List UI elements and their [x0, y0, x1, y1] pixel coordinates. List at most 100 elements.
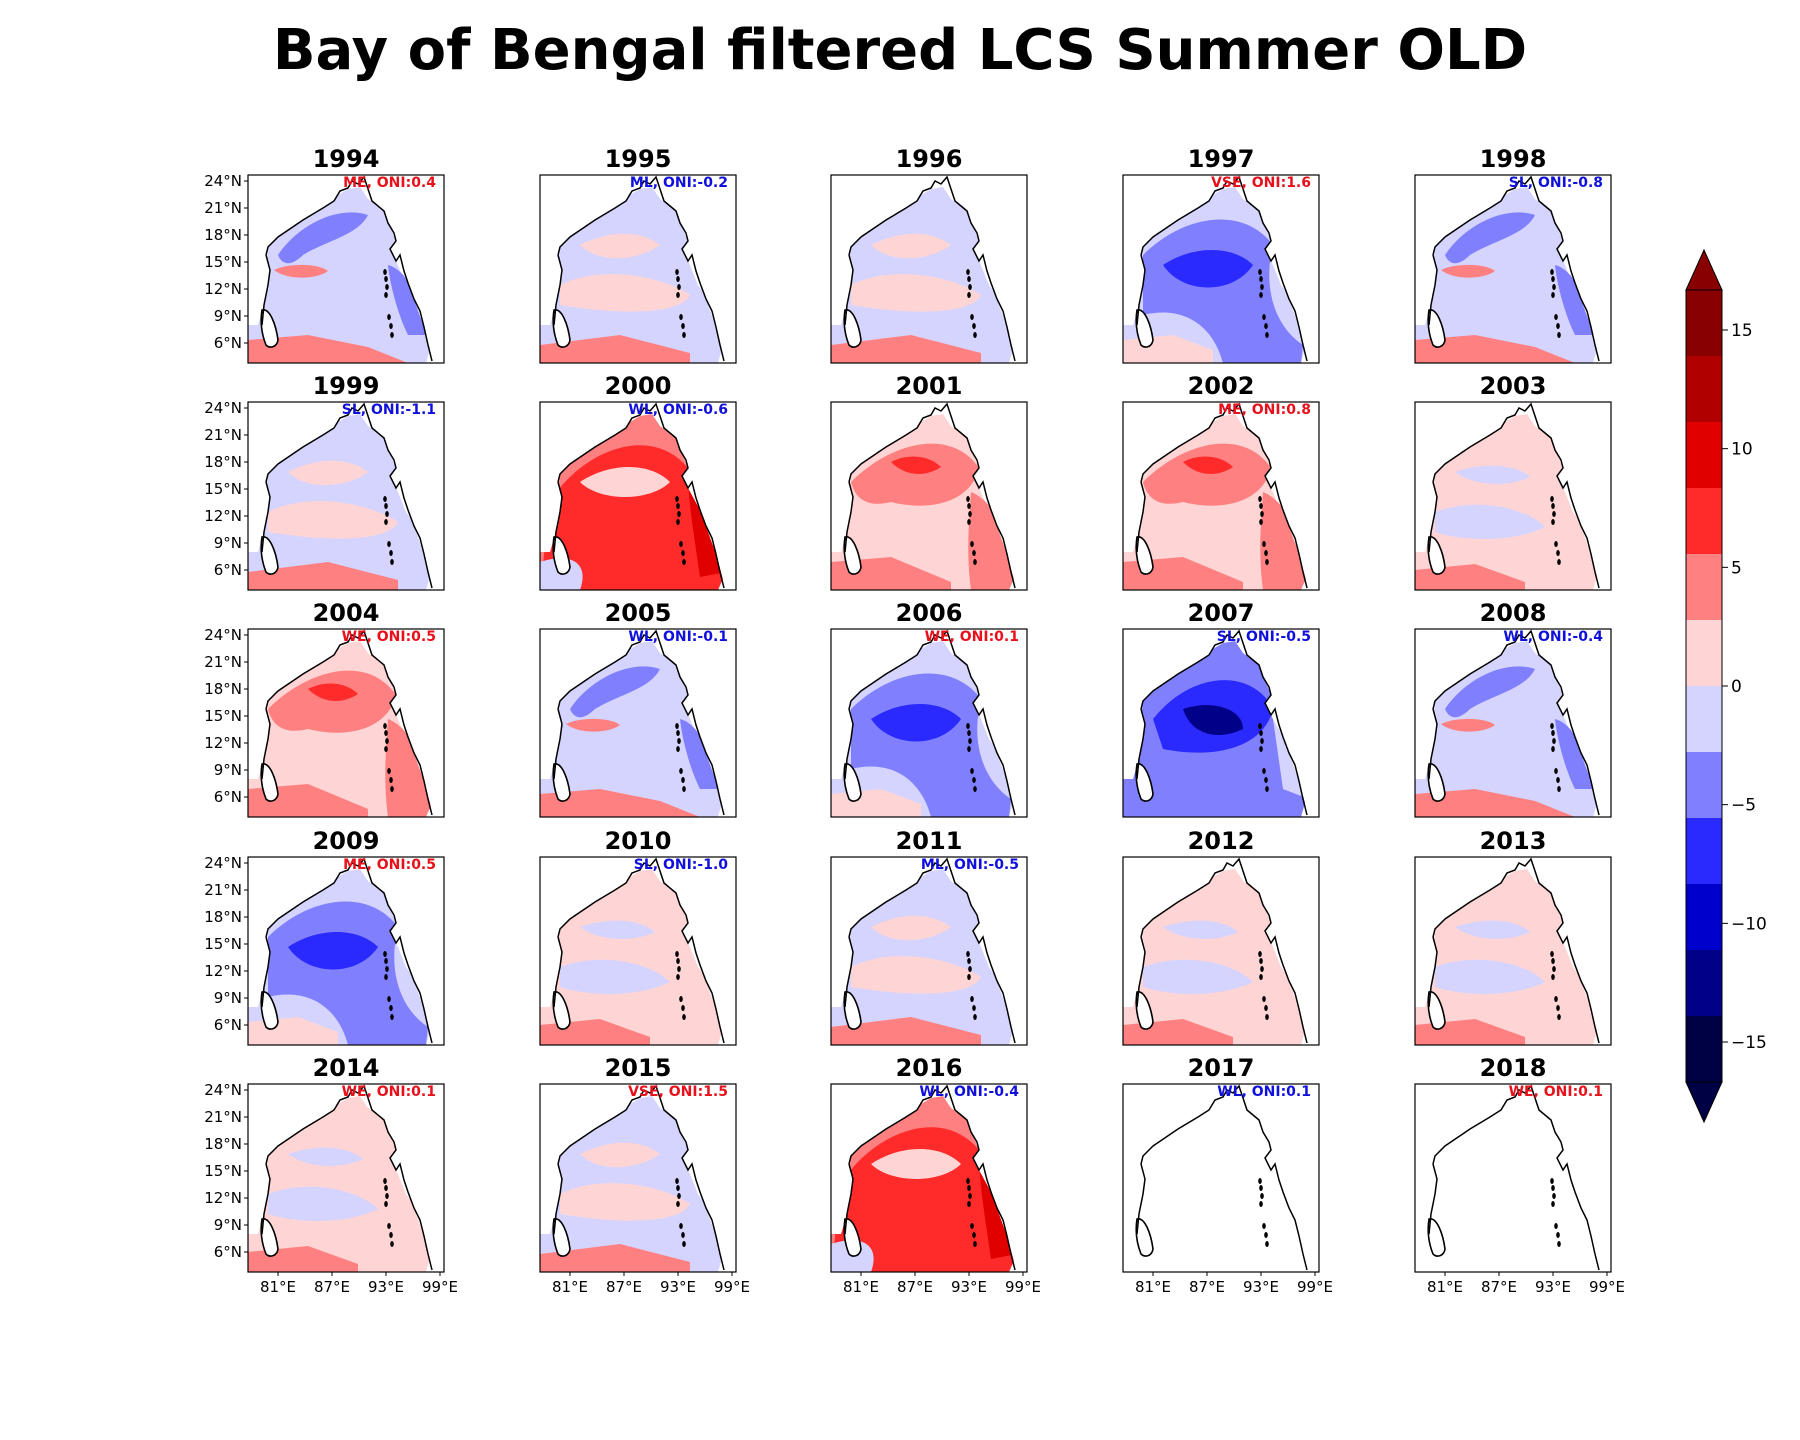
coastline [1140, 629, 1308, 816]
island [1556, 550, 1560, 556]
island [966, 951, 970, 957]
lat-tick-label: 24°N [204, 854, 242, 872]
island [1554, 768, 1558, 774]
anomaly-contour [831, 335, 981, 363]
panel-fill [1123, 1084, 1319, 1272]
island [1551, 746, 1555, 752]
panel-year: 2007 [1188, 599, 1255, 627]
enso-label: WE, ONI:0.1 [342, 1084, 436, 1100]
enso-label: WE, ONI:0.1 [925, 629, 1019, 645]
panel-fill [248, 629, 444, 817]
lat-tick-label: 6°N [214, 1016, 242, 1034]
island [384, 519, 388, 525]
colorbar-tick-label: −15 [1731, 1033, 1767, 1053]
land-india [1123, 937, 1145, 1007]
enso-label: WL, ONI:-0.6 [628, 402, 728, 418]
island [1551, 974, 1555, 980]
island [1557, 332, 1561, 338]
island [1264, 550, 1268, 556]
lat-tick-label: 24°N [204, 399, 242, 417]
lat-tick-label: 9°N [214, 534, 242, 552]
island [968, 966, 972, 972]
anomaly-contour [1143, 443, 1271, 506]
panel-fill [1415, 857, 1611, 1045]
island [1262, 541, 1266, 547]
anomaly-contour [831, 187, 1017, 363]
anomaly-contour [1415, 335, 1575, 363]
panel-year: 2008 [1480, 599, 1547, 627]
coastline [848, 175, 1016, 362]
panel-year: 2016 [896, 1054, 963, 1082]
anomaly-contour [540, 1096, 726, 1272]
anomaly-contour [891, 456, 941, 474]
island [681, 777, 685, 783]
panel-year: 1995 [605, 145, 672, 173]
anomaly-contour [540, 1244, 690, 1272]
island [682, 1014, 686, 1020]
panel-year: 1996 [896, 145, 963, 173]
panel-fill [831, 629, 1027, 817]
panel-fill [831, 402, 1027, 590]
sri-lanka [1135, 1218, 1154, 1257]
island [383, 269, 387, 275]
island [389, 1232, 393, 1238]
sri-lanka [843, 309, 862, 348]
anomaly-contour [268, 501, 398, 539]
island [1550, 496, 1554, 502]
coastline [844, 708, 854, 780]
lat-tick-label: 12°N [204, 507, 242, 525]
panel-fill [1123, 629, 1319, 817]
panel-year: 2001 [896, 372, 963, 400]
coastline [844, 1163, 854, 1235]
anomaly-contour [1260, 492, 1309, 590]
map-panel: 2003 [1414, 372, 1612, 591]
coastline [557, 175, 725, 362]
colorbar-tick-label: 10 [1731, 440, 1753, 460]
panel-year: 2009 [313, 827, 380, 855]
panel-frame [247, 401, 445, 591]
colorbar-segment [1686, 356, 1722, 422]
anomaly-contour [1415, 641, 1601, 817]
colorbar-segment [1686, 488, 1722, 554]
colorbar-tick-label: 15 [1731, 321, 1753, 341]
coastline [1136, 481, 1146, 553]
coastline [265, 857, 433, 1044]
coastline [1428, 936, 1438, 1008]
island [385, 511, 389, 517]
anomaly-contour [1415, 869, 1601, 1045]
lon-tick-label: 99°E [1005, 1278, 1041, 1296]
island [972, 1232, 976, 1238]
panel-fill [1123, 175, 1319, 363]
island [387, 768, 391, 774]
island [383, 1178, 387, 1184]
island [968, 738, 972, 744]
island [967, 292, 971, 298]
lat-tick-label: 21°N [204, 881, 242, 899]
island [1258, 951, 1262, 957]
map-panel: 1997 VSE, ONI:1.6 [1122, 145, 1320, 364]
map-panel: 2000 WL, ONI:-0.6 [539, 372, 737, 591]
panel-year: 2012 [1188, 827, 1255, 855]
island [966, 496, 970, 502]
island [1551, 519, 1555, 525]
coastline [1432, 857, 1600, 1044]
enso-label: VSE, ONI:1.5 [628, 1084, 728, 1100]
enso-label: WE, ONI:0.1 [1509, 1084, 1603, 1100]
panel-frame [1122, 628, 1320, 818]
panel-year: 2003 [1480, 372, 1547, 400]
lat-tick-label: 9°N [214, 1216, 242, 1234]
island [1265, 559, 1269, 565]
anomaly-contour [248, 335, 408, 363]
island [389, 777, 393, 783]
anomaly-contour [871, 915, 951, 941]
colorbar-segment [1686, 818, 1722, 884]
enso-label: SL, ONI:-0.8 [1509, 175, 1603, 191]
panel-fill [831, 175, 1027, 363]
enso-label: ML, ONI:-0.5 [921, 857, 1019, 873]
anomaly-contour [248, 1096, 434, 1272]
island [677, 738, 681, 744]
panel-frame [247, 628, 445, 818]
anomaly-contour [1163, 250, 1253, 288]
anomaly-contour [831, 1017, 981, 1045]
coastline [1428, 1163, 1438, 1235]
